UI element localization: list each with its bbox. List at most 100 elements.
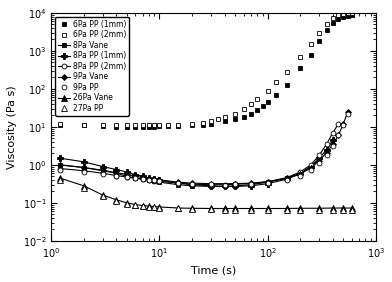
6Pa PP (2mm)	[274, 80, 279, 84]
26Pa Vane	[100, 193, 105, 197]
Line: 6Pa PP (1mm): 6Pa PP (1mm)	[57, 12, 354, 129]
8Pa PP (1mm)	[100, 165, 105, 168]
6Pa PP (2mm)	[350, 11, 354, 15]
26Pa Vane	[190, 207, 194, 210]
6Pa PP (2mm)	[222, 115, 227, 119]
6Pa PP (2mm)	[330, 16, 335, 19]
6Pa PP (2mm)	[152, 124, 157, 127]
8Pa PP (1mm)	[125, 170, 129, 174]
9Pa PP	[233, 182, 238, 186]
26Pa Vane	[284, 207, 289, 210]
6Pa PP (2mm)	[233, 112, 238, 116]
6Pa PP (2mm)	[133, 124, 138, 127]
26Pa Vane	[222, 207, 227, 210]
6Pa PP (1mm)	[341, 15, 346, 18]
9Pa PP	[341, 124, 346, 127]
27Pa PP	[317, 208, 322, 212]
9Pa Vane	[317, 159, 322, 162]
9Pa Vane	[284, 177, 289, 180]
6Pa PP (1mm)	[241, 115, 246, 119]
9Pa PP	[157, 179, 162, 182]
6Pa PP (1mm)	[265, 100, 270, 104]
8Pa Vane	[317, 158, 322, 161]
27Pa PP	[152, 206, 157, 209]
26Pa Vane	[209, 207, 213, 210]
9Pa PP	[336, 134, 341, 137]
9Pa Vane	[82, 166, 86, 169]
6Pa PP (2mm)	[200, 122, 205, 125]
6Pa PP (1mm)	[233, 117, 238, 121]
8Pa Vane	[147, 178, 151, 182]
26Pa Vane	[152, 205, 157, 208]
8Pa PP (1mm)	[233, 185, 238, 188]
27Pa PP	[82, 186, 86, 190]
9Pa Vane	[233, 182, 238, 185]
Legend: 6Pa PP (1mm), 6Pa PP (2mm), 8Pa Vane, 8Pa PP (1mm), 8Pa PP (2mm), 9Pa Vane, 9Pa : 6Pa PP (1mm), 6Pa PP (2mm), 8Pa Vane, 8P…	[55, 17, 129, 116]
8Pa PP (1mm)	[57, 157, 62, 160]
8Pa PP (1mm)	[190, 183, 194, 186]
6Pa PP (2mm)	[166, 124, 171, 127]
8Pa PP (1mm)	[133, 173, 138, 177]
9Pa PP	[114, 174, 119, 178]
26Pa Vane	[233, 207, 238, 210]
9Pa Vane	[298, 172, 303, 175]
6Pa PP (2mm)	[209, 120, 213, 123]
6Pa PP (1mm)	[260, 104, 265, 108]
26Pa Vane	[57, 176, 62, 180]
6Pa PP (1mm)	[317, 39, 322, 43]
9Pa Vane	[157, 178, 162, 182]
8Pa Vane	[157, 180, 162, 184]
8Pa Vane	[133, 176, 138, 180]
6Pa PP (2mm)	[157, 124, 162, 127]
9Pa Vane	[114, 171, 119, 175]
26Pa Vane	[298, 207, 303, 210]
6Pa PP (2mm)	[190, 122, 194, 125]
9Pa Vane	[209, 182, 213, 185]
9Pa PP	[152, 179, 157, 182]
27Pa PP	[298, 208, 303, 212]
6Pa PP (1mm)	[336, 17, 341, 20]
8Pa PP (1mm)	[324, 148, 329, 151]
6Pa PP (2mm)	[317, 31, 322, 34]
Line: 8Pa PP (2mm): 8Pa PP (2mm)	[57, 122, 341, 187]
8Pa PP (1mm)	[209, 184, 213, 188]
6Pa PP (1mm)	[345, 14, 350, 17]
26Pa Vane	[249, 207, 253, 210]
9Pa Vane	[265, 180, 270, 183]
8Pa Vane	[82, 166, 86, 169]
8Pa PP (2mm)	[114, 174, 119, 177]
6Pa PP (1mm)	[249, 112, 253, 116]
8Pa Vane	[125, 175, 129, 178]
6Pa PP (2mm)	[57, 122, 62, 125]
8Pa PP (2mm)	[298, 170, 303, 174]
8Pa PP (1mm)	[222, 185, 227, 188]
9Pa Vane	[147, 177, 151, 180]
8Pa PP (1mm)	[284, 177, 289, 181]
6Pa PP (1mm)	[140, 125, 145, 129]
9Pa PP	[100, 172, 105, 176]
9Pa PP	[324, 153, 329, 157]
9Pa Vane	[176, 180, 181, 184]
8Pa Vane	[140, 177, 145, 181]
26Pa Vane	[157, 205, 162, 209]
26Pa Vane	[147, 204, 151, 208]
Line: 27Pa PP: 27Pa PP	[57, 177, 355, 213]
26Pa Vane	[317, 207, 322, 210]
6Pa PP (2mm)	[82, 123, 86, 126]
6Pa PP (1mm)	[125, 125, 129, 129]
6Pa PP (1mm)	[114, 125, 119, 129]
8Pa Vane	[114, 171, 119, 175]
27Pa PP	[147, 205, 151, 208]
8Pa PP (2mm)	[330, 131, 335, 135]
26Pa Vane	[133, 203, 138, 206]
8Pa PP (2mm)	[100, 171, 105, 175]
6Pa PP (2mm)	[309, 43, 313, 46]
6Pa PP (1mm)	[190, 124, 194, 127]
Line: 9Pa Vane: 9Pa Vane	[58, 110, 350, 186]
8Pa Vane	[222, 185, 227, 188]
27Pa PP	[133, 203, 138, 207]
6Pa PP (1mm)	[176, 124, 181, 128]
8Pa PP (2mm)	[233, 182, 238, 186]
Line: 8Pa Vane: 8Pa Vane	[57, 157, 322, 189]
8Pa Vane	[298, 171, 303, 175]
